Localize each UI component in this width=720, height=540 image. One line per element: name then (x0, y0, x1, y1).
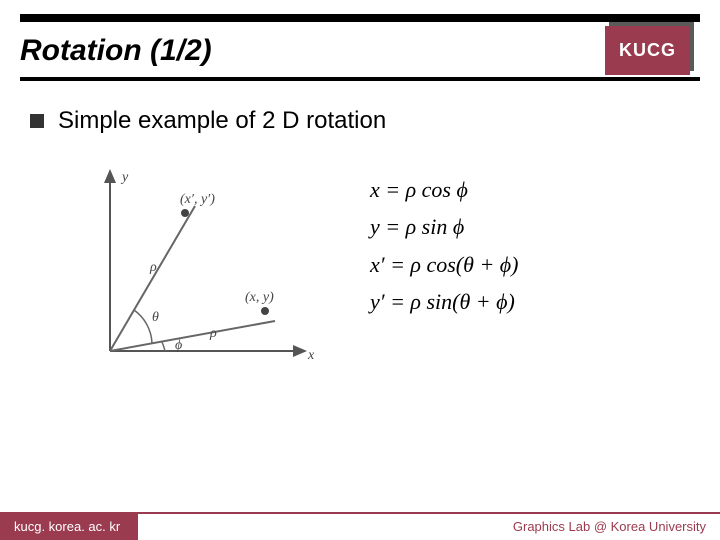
line-original (110, 321, 275, 351)
slide-footer: kucg. korea. ac. kr Graphics Lab @ Korea… (0, 513, 720, 540)
footer-right-text: Graphics Lab @ Korea University (499, 513, 720, 540)
line-rotated (110, 206, 195, 351)
title-bar-bottom (20, 77, 700, 81)
body-row: y x (x, y) (x′, y′) ρ ρ θ ϕ x = ρ cos ϕ … (30, 151, 690, 381)
equation-1: x = ρ cos ϕ (370, 171, 519, 208)
diagram-svg: y x (x, y) (x′, y′) ρ ρ θ ϕ (70, 151, 330, 381)
equations-block: x = ρ cos ϕ y = ρ sin ϕ x′ = ρ cos(θ + ϕ… (370, 151, 519, 381)
title-bar-top (20, 14, 700, 22)
slide-content: Simple example of 2 D rotation (0, 87, 720, 401)
label-rho-2: ρ (149, 260, 157, 275)
bullet-text: Simple example of 2 D rotation (58, 107, 386, 135)
footer-left-text: kucg. korea. ac. kr (0, 513, 138, 540)
arc-theta (134, 310, 152, 343)
label-point-rotated: (x′, y′) (180, 192, 215, 207)
rotation-diagram: y x (x, y) (x′, y′) ρ ρ θ ϕ (70, 151, 330, 381)
label-y-axis: y (120, 170, 129, 185)
slide-header: Rotation (1/2) KUCG (0, 0, 720, 87)
title-row: Rotation (1/2) KUCG (20, 26, 700, 75)
equation-4: y′ = ρ sin(θ + ϕ) (370, 283, 519, 320)
arc-phi (162, 342, 165, 351)
label-phi: ϕ (175, 338, 182, 353)
bullet-row: Simple example of 2 D rotation (30, 107, 690, 135)
label-point-original: (x, y) (245, 290, 274, 305)
label-theta: θ (152, 310, 159, 325)
equation-2: y = ρ sin ϕ (370, 208, 519, 245)
bullet-marker-icon (30, 114, 44, 128)
point-original (261, 307, 269, 315)
slide-title: Rotation (1/2) (20, 30, 212, 72)
equation-3: x′ = ρ cos(θ + ϕ) (370, 246, 519, 283)
point-rotated (181, 209, 189, 217)
label-rho-1: ρ (209, 326, 217, 341)
logo-badge: KUCG (605, 26, 690, 75)
label-x-axis: x (307, 348, 315, 363)
